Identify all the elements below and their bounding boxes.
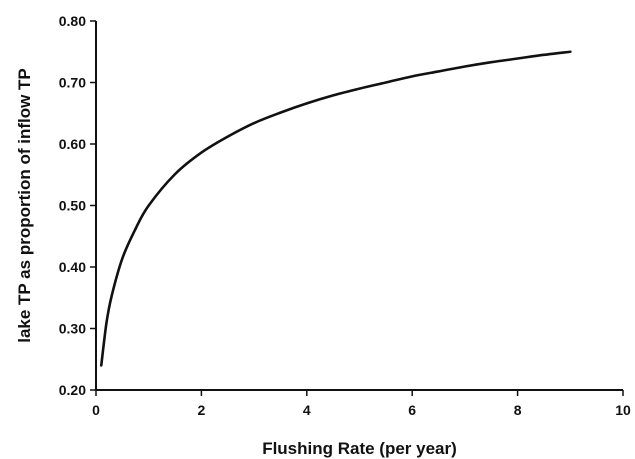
- series-line: [99, 50, 572, 367]
- x-tick-label: 4: [303, 402, 311, 418]
- y-tick-label: 0.40: [59, 259, 86, 275]
- x-tick-label: 2: [198, 402, 206, 418]
- x-axis-title: Flushing Rate (per year): [262, 439, 457, 458]
- x-tick-label: 10: [615, 402, 631, 418]
- y-tick-label: 0.30: [59, 321, 86, 337]
- y-axis-ticks: 0.20 0.30 0.40 0.50 0.60 0.70 0.80: [59, 13, 96, 398]
- y-tick-label: 0.50: [59, 198, 86, 214]
- x-tick-label: 8: [514, 402, 522, 418]
- y-axis-title: lake TP as proportion of inflow TP: [15, 68, 34, 343]
- y-tick-label: 0.80: [59, 13, 86, 29]
- x-tick-label: 6: [408, 402, 416, 418]
- y-tick-label: 0.60: [59, 136, 86, 152]
- y-tick-label: 0.70: [59, 75, 86, 91]
- x-tick-label: 0: [92, 402, 100, 418]
- x-axis-ticks: 0 2 4 6 8 10: [92, 390, 631, 418]
- y-tick-label: 0.20: [59, 382, 86, 398]
- series-group: [99, 50, 572, 367]
